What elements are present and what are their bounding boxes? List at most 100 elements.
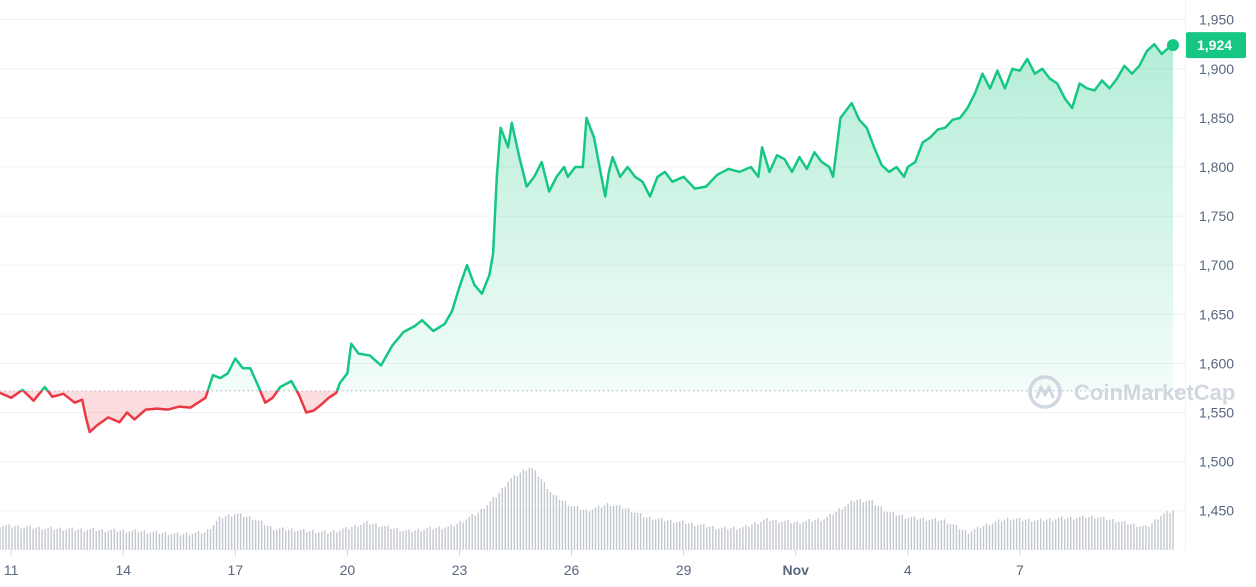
- volume-bar: [907, 518, 910, 550]
- volume-bar: [1070, 516, 1072, 550]
- volume-bar: [760, 521, 762, 550]
- volume-bar: [982, 526, 985, 550]
- volume-bar: [1030, 521, 1033, 550]
- volume-bar: [116, 531, 118, 550]
- volume-bar: [928, 519, 931, 550]
- volume-bar: [1136, 527, 1138, 550]
- volume-bar: [312, 530, 314, 550]
- volume-bar: [212, 524, 215, 550]
- volume-bar: [191, 533, 194, 550]
- price-area-down: [0, 390, 1173, 433]
- volume-bar: [378, 526, 380, 550]
- volume-bar: [970, 531, 973, 550]
- volume-bar: [691, 522, 693, 550]
- volume-bar: [1148, 526, 1150, 550]
- volume-bar: [727, 529, 729, 550]
- x-tick-label: 14: [115, 562, 131, 578]
- volume-bar: [14, 526, 16, 550]
- volume-bar: [624, 508, 627, 550]
- volume-bar: [1064, 519, 1066, 550]
- y-tick-label: 1,950: [1199, 12, 1234, 28]
- volume-bar: [194, 532, 197, 550]
- volume-bar: [994, 521, 997, 550]
- volume-bar: [146, 533, 149, 550]
- y-tick-label: 1,750: [1199, 208, 1234, 224]
- volume-bar: [838, 508, 840, 550]
- volume-bar: [943, 519, 946, 550]
- volume-bar: [504, 486, 506, 550]
- volume-bar: [973, 528, 976, 550]
- volume-bar: [327, 533, 329, 550]
- volume-bar: [730, 527, 732, 550]
- volume-bars: [0, 467, 1174, 550]
- volume-bar: [495, 497, 497, 550]
- volume-bar: [288, 529, 290, 550]
- volume-bar: [937, 521, 940, 550]
- volume-bar: [633, 512, 636, 550]
- volume-bar: [967, 533, 970, 550]
- volume-bar: [1169, 512, 1171, 550]
- volume-bar: [303, 528, 305, 550]
- volume-bar: [1045, 519, 1048, 550]
- volume-bar: [143, 530, 146, 550]
- volume-bar: [236, 513, 239, 550]
- volume-bar: [901, 514, 904, 550]
- volume-bar: [709, 526, 711, 550]
- volume-bar: [940, 520, 943, 550]
- volume-bar: [1118, 521, 1120, 550]
- volume-bar: [582, 509, 585, 550]
- watermark: CoinMarketCap: [1028, 375, 1235, 409]
- volume-bar: [733, 526, 735, 550]
- volume-bar: [898, 515, 900, 550]
- y-tick-label: 1,550: [1199, 405, 1234, 421]
- volume-bar: [1048, 518, 1051, 550]
- x-tick-label: 4: [904, 562, 912, 578]
- volume-bar: [979, 528, 982, 550]
- volume-bar: [889, 512, 891, 550]
- current-price-badge: 1,924: [1186, 32, 1246, 59]
- volume-bar: [309, 530, 311, 550]
- volume-bar: [345, 526, 347, 550]
- volume-bar: [1097, 517, 1099, 550]
- volume-bar: [8, 524, 10, 550]
- volume-bar: [805, 520, 807, 550]
- volume-bar: [552, 494, 555, 550]
- volume-bar: [955, 524, 958, 550]
- volume-bar: [390, 528, 392, 550]
- volume-bar: [438, 526, 440, 550]
- volume-bar: [558, 499, 561, 550]
- volume-bar: [600, 507, 603, 550]
- volume-bar: [1058, 517, 1060, 550]
- volume-bar: [946, 523, 949, 550]
- volume-bar: [1115, 522, 1117, 550]
- volume-bar: [1109, 519, 1111, 550]
- volume-bar: [573, 506, 576, 550]
- volume-bar: [682, 520, 684, 550]
- y-tick-label: 1,800: [1199, 159, 1234, 175]
- volume-bar: [865, 501, 867, 550]
- volume-bar: [874, 505, 876, 550]
- y-axis-ticks: 1,450 1,500 1,550 1,600 1,650 1,700 1,750 1,800…: [1199, 12, 1234, 519]
- volume-bar: [393, 528, 395, 550]
- volume-bar: [784, 520, 786, 550]
- volume-bar: [273, 530, 275, 550]
- volume-bar: [895, 515, 897, 550]
- volume-bar: [808, 518, 810, 550]
- volume-bar: [958, 529, 961, 550]
- volume-bar: [964, 530, 967, 550]
- volume-bar: [336, 532, 338, 550]
- volume-bar: [712, 525, 714, 550]
- volume-bar: [269, 526, 272, 550]
- volume-bar: [1124, 520, 1126, 550]
- volume-bar: [769, 521, 771, 550]
- x-tick-label: 29: [676, 562, 692, 578]
- volume-bar: [330, 531, 332, 550]
- volume-bar: [0, 527, 1, 550]
- volume-bar: [23, 527, 25, 550]
- volume-bar: [1157, 519, 1159, 550]
- volume-bar: [47, 527, 49, 550]
- volume-bar: [1160, 515, 1162, 550]
- volume-bar: [20, 528, 22, 550]
- volume-bar: [949, 523, 952, 550]
- volume-bar: [639, 513, 642, 550]
